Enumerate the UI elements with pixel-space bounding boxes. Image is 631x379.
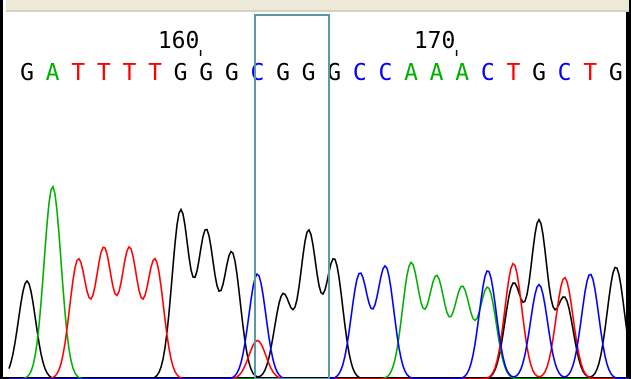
base-call-row: G A T T T T G G G C G G G C C A A A C T …	[20, 60, 623, 86]
base-call[interactable]: T	[583, 60, 597, 86]
trace-G	[8, 207, 630, 379]
base-call[interactable]: G	[199, 60, 213, 86]
base-call[interactable]: A	[404, 60, 418, 86]
base-call[interactable]: C	[250, 60, 264, 86]
position-ticks: 160 170	[158, 28, 458, 56]
base-call[interactable]: G	[609, 60, 623, 86]
base-call[interactable]: T	[71, 60, 85, 86]
base-call[interactable]: T	[148, 60, 162, 86]
base-call[interactable]: A	[455, 60, 469, 86]
base-call[interactable]: G	[302, 60, 316, 86]
base-call[interactable]: T	[506, 60, 520, 86]
chromatogram-canvas[interactable]: 160 170 G A T T T T G G G C G G G C C A …	[3, 0, 631, 379]
trace-C	[9, 264, 629, 379]
base-call[interactable]: C	[353, 60, 367, 86]
base-call[interactable]: G	[225, 60, 239, 86]
base-call[interactable]: T	[97, 60, 111, 86]
viewer-top-bar	[6, 0, 629, 12]
base-call[interactable]: G	[276, 60, 290, 86]
position-label-170: 170	[414, 28, 456, 54]
selection-box[interactable]	[254, 14, 330, 379]
position-label-160: 160	[158, 28, 200, 54]
base-call[interactable]: A	[430, 60, 444, 86]
base-call[interactable]: G	[532, 60, 546, 86]
base-call[interactable]: A	[46, 60, 60, 86]
base-call[interactable]: G	[327, 60, 341, 86]
trace-T	[9, 245, 629, 379]
base-call[interactable]: C	[481, 60, 495, 86]
base-call[interactable]: C	[378, 60, 392, 86]
base-call[interactable]: G	[174, 60, 188, 86]
base-call[interactable]: G	[20, 60, 34, 86]
base-call[interactable]: T	[122, 60, 136, 86]
base-call[interactable]: C	[558, 60, 572, 86]
trace-layer	[8, 184, 630, 379]
